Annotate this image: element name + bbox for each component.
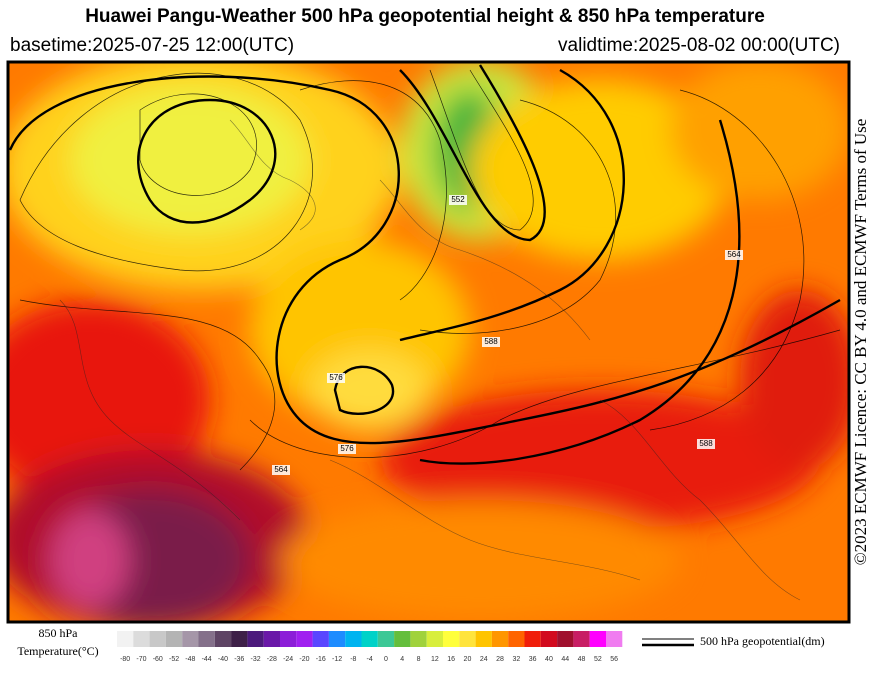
legend-label: 850 hPa: [39, 626, 79, 640]
legend-swatch: [540, 631, 558, 647]
legend-tick-label: 56: [610, 656, 618, 663]
legend-swatch: [361, 631, 378, 647]
legend-swatch: [606, 631, 623, 647]
legend-tick-label: -48: [185, 656, 195, 663]
contour-label-bg: [697, 439, 715, 449]
contour-label-bg: [272, 465, 290, 475]
legend-tick-label: 20: [464, 656, 472, 663]
legend-tick-label: 4: [400, 656, 404, 663]
legend-swatch: [198, 631, 215, 647]
legend-tick-label: -52: [169, 656, 179, 663]
contour-label: 576: [340, 444, 354, 453]
credit: ©2023 ECMWF Licence: CC BY 4.0 and ECMWF…: [851, 119, 870, 566]
legend-tick-label: 24: [480, 656, 488, 663]
legend-swatch: [491, 631, 509, 647]
map-frame: [6, 60, 851, 624]
legend-swatch: [328, 631, 346, 647]
legend-swatch: [263, 631, 280, 647]
legend-tick-label: -70: [136, 656, 146, 663]
legend-swatch: [296, 631, 313, 647]
legend-swatch: [426, 631, 443, 647]
legend-swatch: [508, 631, 525, 647]
legend-swatch: [345, 631, 362, 647]
legend-swatch: [247, 631, 264, 647]
legend-swatch: [312, 631, 329, 647]
legend-label: Temperature(°C): [17, 644, 98, 658]
legend-tick-label: -12: [332, 656, 342, 663]
legend-tick-label: -24: [283, 656, 293, 663]
legend-tick-label: -36: [234, 656, 244, 663]
title: Huawei Pangu-Weather 500 hPa geopotentia…: [85, 6, 765, 27]
legend-swatch: [231, 631, 248, 647]
legend-tick-label: 52: [594, 656, 602, 663]
legend-swatch: [182, 631, 199, 647]
legend-tick-label: -32: [250, 656, 260, 663]
contour-label-bg: [482, 337, 500, 347]
contour-label-bg: [725, 250, 743, 260]
legend-tick-label: 32: [512, 656, 520, 663]
legend-tick-label: -40: [218, 656, 228, 663]
contour-label: 552: [451, 195, 465, 204]
contour-label-bg: [338, 444, 356, 454]
legend-swatch: [589, 631, 606, 647]
legend-swatch: [165, 631, 183, 647]
legend-tick-label: 44: [561, 656, 569, 663]
legend-tick-label: -44: [202, 656, 212, 663]
legend-swatch: [475, 631, 492, 647]
legend-swatch: [214, 631, 232, 647]
legend-tick-label: -28: [267, 656, 277, 663]
legend-tick-label: 12: [431, 656, 439, 663]
legend-tick-label: 36: [529, 656, 537, 663]
legend-tick-label: -80: [120, 656, 130, 663]
legend-swatch: [410, 631, 427, 647]
contour-label: 576: [329, 373, 343, 382]
contour-legend-label: 500 hPa geopotential(dm): [700, 634, 825, 648]
contour-label: 588: [699, 439, 713, 448]
legend-tick-label: -20: [299, 656, 309, 663]
legend-tick-label: -60: [153, 656, 163, 663]
basetime: basetime:2025-07-25 12:00(UTC): [10, 35, 294, 56]
legend-swatch: [280, 631, 297, 647]
contour-label: 564: [274, 465, 288, 474]
legend-tick-label: -4: [367, 656, 373, 663]
legend-tick-label: 48: [578, 656, 586, 663]
contour-label-bg: [327, 373, 345, 383]
legend-swatch: [117, 631, 134, 647]
legend-swatch: [573, 631, 590, 647]
legend-tick-label: 40: [545, 656, 553, 663]
legend-tick-label: 16: [447, 656, 455, 663]
contour-label: 588: [484, 337, 498, 346]
legend-swatch: [459, 631, 476, 647]
map-field: [8, 62, 849, 622]
legend-swatch: [149, 631, 166, 647]
contour-label: 564: [727, 250, 741, 259]
legend-swatch: [377, 631, 395, 647]
validtime: validtime:2025-08-02 00:00(UTC): [558, 35, 840, 56]
legend-swatch: [557, 631, 574, 647]
contour-label-bg: [449, 195, 467, 205]
legend-swatch: [394, 631, 411, 647]
legend-swatch: [443, 631, 460, 647]
legend-tick-label: -8: [350, 656, 356, 663]
legend-tick-label: 8: [417, 656, 421, 663]
legend-tick-label: 28: [496, 656, 504, 663]
legend-tick-label: -16: [316, 656, 326, 663]
legend-swatch: [133, 631, 150, 647]
legend-swatch: [524, 631, 541, 647]
legend-tick-label: 0: [384, 656, 388, 663]
